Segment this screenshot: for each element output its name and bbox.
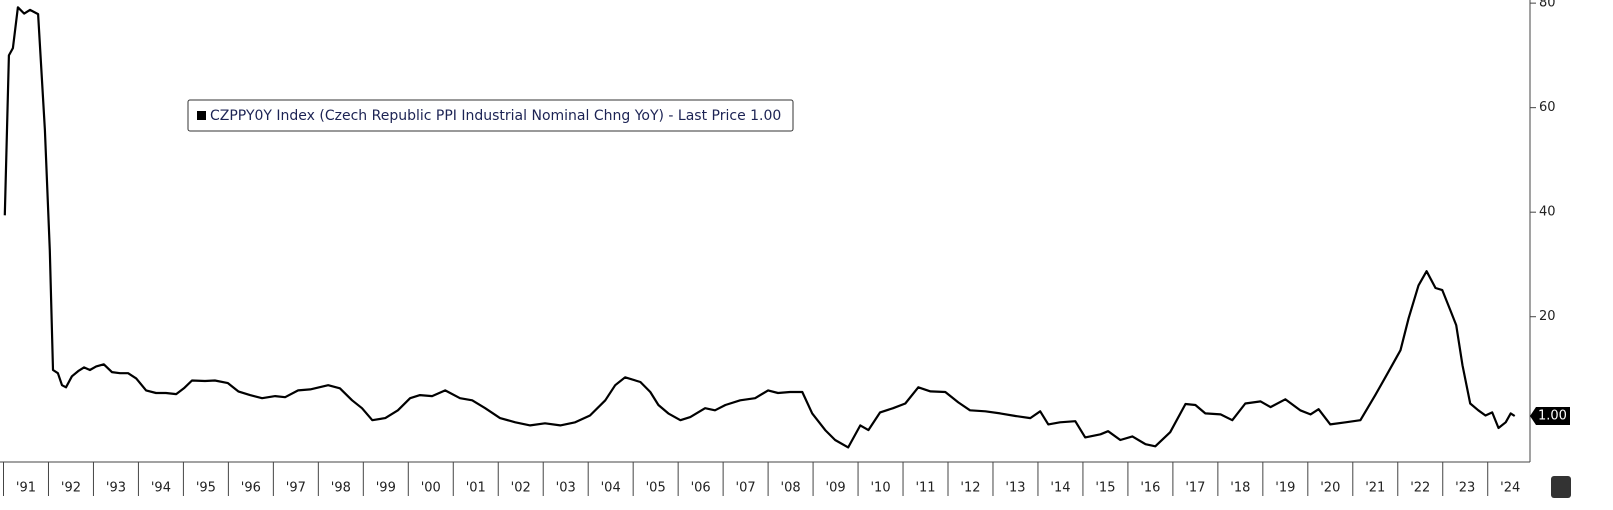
legend-label: CZPPY0Y Index (Czech Republic PPI Indust… (210, 108, 781, 124)
legend-box (187, 99, 794, 132)
x-tick-label: '92 (61, 481, 81, 496)
x-tick-label: '94 (151, 481, 171, 496)
x-tick-label: '97 (286, 481, 306, 496)
x-tick-label: '24 (1500, 481, 1520, 496)
x-tick-label: '99 (376, 481, 396, 496)
x-tick-label: '91 (16, 481, 36, 496)
x-tick-label: '06 (691, 481, 711, 496)
x-tick-label: '05 (646, 481, 666, 496)
x-tick-label: '00 (421, 481, 441, 496)
x-tick-label: '10 (870, 481, 890, 496)
x-tick-label: '09 (826, 481, 846, 496)
x-tick-label: '15 (1095, 481, 1115, 496)
x-tick-label: '01 (466, 481, 486, 496)
x-tick-label: '11 (915, 481, 935, 496)
legend-swatch (197, 111, 206, 120)
x-tick-label: '12 (960, 481, 980, 496)
x-tick-label: '93 (106, 481, 126, 496)
x-tick-label: '16 (1140, 481, 1160, 496)
y-tick-label: 20 (1539, 309, 1556, 324)
x-tick-label: '95 (196, 481, 216, 496)
legend: CZPPY0Y Index (Czech Republic PPI Indust… (187, 99, 794, 132)
x-tick-label: '21 (1365, 481, 1385, 496)
corner-icon (1551, 476, 1571, 498)
x-tick-label: '14 (1050, 481, 1070, 496)
x-tick-label: '98 (331, 481, 351, 496)
series-line (3, 6, 1516, 449)
x-tick-label: '02 (511, 481, 531, 496)
x-tick-label: '19 (1275, 481, 1295, 496)
x-tick-label: '20 (1320, 481, 1340, 496)
last-price-tag (1530, 407, 1570, 426)
x-tick-label: '96 (241, 481, 261, 496)
y-tick-label: 40 (1539, 205, 1556, 220)
x-tick-label: '03 (556, 481, 576, 496)
last-price-label: 1.00 (1538, 409, 1567, 424)
x-tick-label: '08 (781, 481, 801, 496)
y-tick-label: 80 (1539, 0, 1556, 11)
x-tick-label: '04 (601, 481, 621, 496)
x-tick-label: '22 (1410, 481, 1430, 496)
x-tick-label: '13 (1005, 481, 1025, 496)
x-tick-label: '18 (1230, 481, 1250, 496)
x-tick-label: '23 (1455, 481, 1475, 496)
y-tick-label: 60 (1539, 100, 1556, 115)
x-tick-label: '17 (1185, 481, 1205, 496)
x-tick-label: '07 (736, 481, 756, 496)
